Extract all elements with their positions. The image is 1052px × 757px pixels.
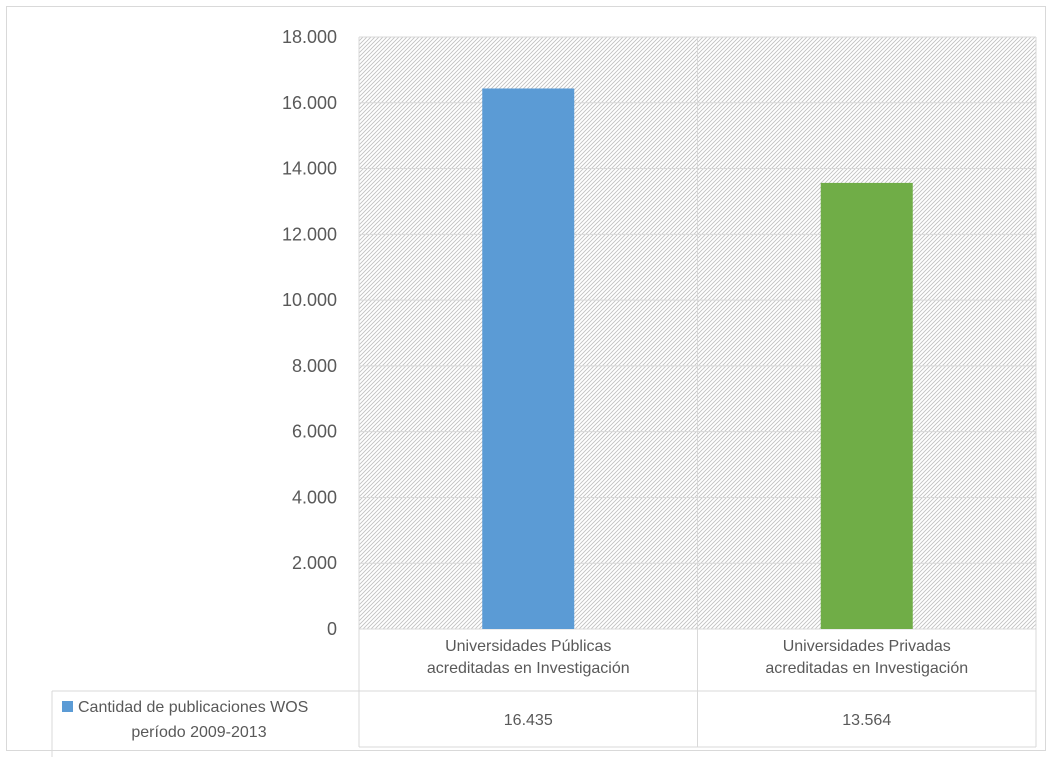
legend-label: Cantidad de publicaciones WOS <box>78 699 308 716</box>
y-tick-label: 14.000 <box>282 159 337 179</box>
y-tick-label: 10.000 <box>282 290 337 310</box>
legend-key <box>62 701 73 712</box>
y-tick-label: 2.000 <box>292 553 337 573</box>
y-tick-label: 6.000 <box>292 422 337 442</box>
y-tick-label: 4.000 <box>292 487 337 507</box>
bars <box>482 88 913 629</box>
gridlines <box>358 36 1037 747</box>
y-tick-label: 12.000 <box>282 224 337 244</box>
y-axis-ticks: 0 2.000 4.000 6.000 8.000 10.000 12.000 14.000 1… <box>282 27 337 639</box>
bar <box>820 182 913 629</box>
x-category-label: Universidades Públicas acreditadas en Inv… <box>427 638 630 677</box>
y-tick-label: 18.000 <box>282 27 337 47</box>
legend-label-line2: período 2009-2013 <box>131 724 266 741</box>
data-table: Universidades Públicas acreditadas en Inv… <box>51 638 1036 757</box>
table-value-cell: 16.435 <box>504 712 553 729</box>
x-category-label: Universidades Privadas acreditadas en Inv… <box>765 638 968 677</box>
table-value-cell: 13.564 <box>842 712 891 729</box>
y-tick-label: 8.000 <box>292 356 337 376</box>
y-tick-label: 0 <box>327 619 337 639</box>
y-tick-label: 16.000 <box>282 93 337 113</box>
chart-frame <box>6 6 1046 751</box>
bar <box>482 88 575 629</box>
